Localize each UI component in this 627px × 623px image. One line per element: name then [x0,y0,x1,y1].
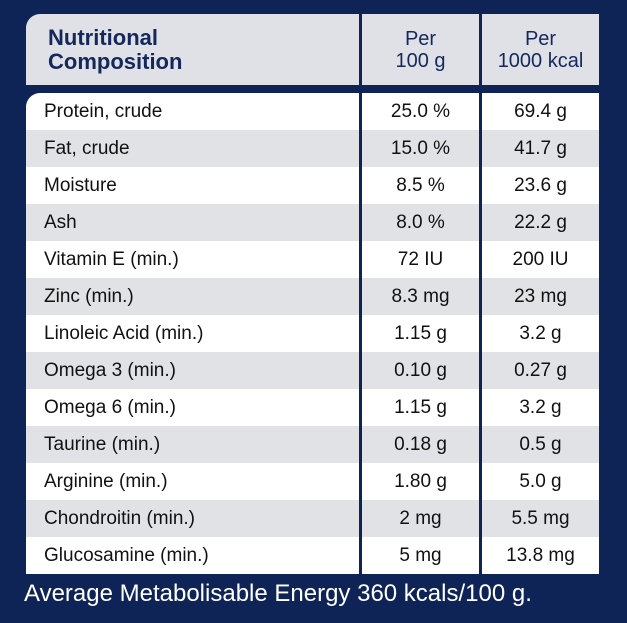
nutrient-name: Chondroitin (min.) [26,500,359,537]
value-per-100g: 1.15 g [359,389,479,426]
nutrient-name: Linoleic Acid (min.) [26,315,359,352]
value-per-100g: 8.3 mg [359,278,479,315]
value-per-100g: 5 mg [359,537,479,574]
header-per-1000kcal: Per 1000 kcal [479,14,599,85]
nutrient-name: Omega 3 (min.) [26,352,359,389]
value-per-100g: 8.0 % [359,204,479,241]
value-per-1000kcal: 22.2 g [479,204,599,241]
value-per-100g: 0.18 g [359,426,479,463]
value-per-100g: 8.5 % [359,167,479,204]
table-row: Chondroitin (min.) 2 mg 5.5 mg [26,500,599,537]
nutrient-name: Zinc (min.) [26,278,359,315]
value-per-1000kcal: 13.8 mg [479,537,599,574]
value-per-1000kcal: 23.6 g [479,167,599,204]
value-per-1000kcal: 0.27 g [479,352,599,389]
table-row: Omega 3 (min.) 0.10 g 0.27 g [26,352,599,389]
header-gap [26,85,599,93]
value-per-100g: 1.80 g [359,463,479,500]
table-row: Protein, crude 25.0 % 69.4 g [26,93,599,130]
value-per-1000kcal: 3.2 g [479,315,599,352]
table-row: Omega 6 (min.) 1.15 g 3.2 g [26,389,599,426]
nutrition-panel: Nutritional Composition Per 100 g Per 10… [26,14,599,574]
table-row: Arginine (min.) 1.80 g 5.0 g [26,463,599,500]
value-per-1000kcal: 200 IU [479,241,599,278]
nutrition-table: Nutritional Composition Per 100 g Per 10… [26,14,599,574]
table-row: Vitamin E (min.) 72 IU 200 IU [26,241,599,278]
nutrient-name: Omega 6 (min.) [26,389,359,426]
value-per-100g: 0.10 g [359,352,479,389]
table-header-row: Nutritional Composition Per 100 g Per 10… [26,14,599,85]
table-row: Moisture 8.5 % 23.6 g [26,167,599,204]
table-row: Linoleic Acid (min.) 1.15 g 3.2 g [26,315,599,352]
nutrient-name: Glucosamine (min.) [26,537,359,574]
header-nutritional-composition: Nutritional Composition [26,14,359,85]
value-per-1000kcal: 3.2 g [479,389,599,426]
nutrient-name: Taurine (min.) [26,426,359,463]
value-per-1000kcal: 41.7 g [479,130,599,167]
energy-footnote: Average Metabolisable Energy 360 kcals/1… [24,580,532,607]
nutrient-name: Moisture [26,167,359,204]
table-row: Zinc (min.) 8.3 mg 23 mg [26,278,599,315]
value-per-100g: 25.0 % [359,93,479,130]
header-per-100g: Per 100 g [359,14,479,85]
value-per-1000kcal: 5.0 g [479,463,599,500]
nutrient-name: Arginine (min.) [26,463,359,500]
table-row: Fat, crude 15.0 % 41.7 g [26,130,599,167]
value-per-100g: 1.15 g [359,315,479,352]
table-row: Ash 8.0 % 22.2 g [26,204,599,241]
value-per-1000kcal: 0.5 g [479,426,599,463]
nutrient-name: Protein, crude [26,93,359,130]
nutrient-name: Ash [26,204,359,241]
value-per-100g: 72 IU [359,241,479,278]
nutrient-name: Vitamin E (min.) [26,241,359,278]
value-per-100g: 15.0 % [359,130,479,167]
table-row: Taurine (min.) 0.18 g 0.5 g [26,426,599,463]
nutrient-name: Fat, crude [26,130,359,167]
value-per-1000kcal: 69.4 g [479,93,599,130]
table-row: Glucosamine (min.) 5 mg 13.8 mg [26,537,599,574]
value-per-100g: 2 mg [359,500,479,537]
value-per-1000kcal: 5.5 mg [479,500,599,537]
value-per-1000kcal: 23 mg [479,278,599,315]
